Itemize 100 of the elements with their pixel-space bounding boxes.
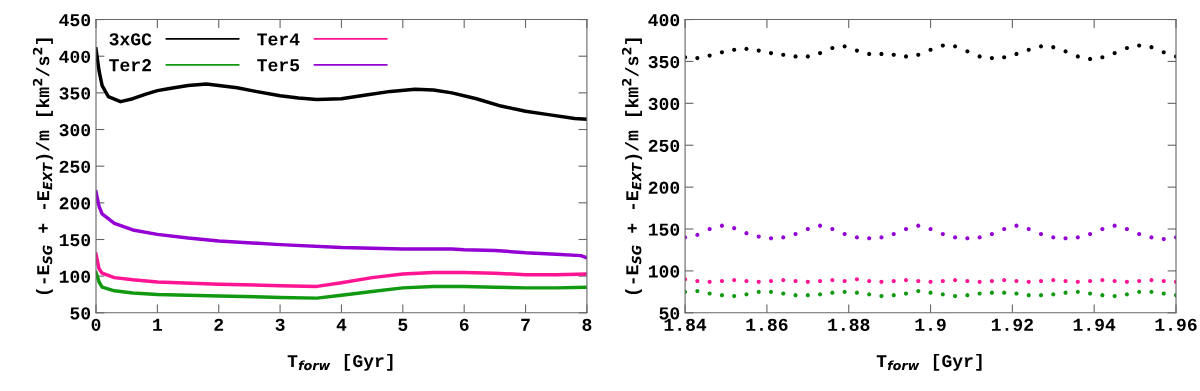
point [916,278,921,284]
point [818,292,823,297]
point [842,44,847,49]
point [879,51,884,56]
point [1137,43,1142,48]
point [781,278,786,283]
point [903,278,909,283]
x-tick-label: 3 [275,318,285,331]
point [695,278,700,284]
point [940,43,945,48]
point [1026,279,1031,284]
point [1137,278,1142,284]
point [707,226,712,232]
point [953,235,958,240]
point [1149,278,1154,283]
point [707,279,712,284]
point [867,292,872,297]
point [805,54,810,59]
y-tick-label: 150 [59,233,91,247]
point [1075,235,1080,240]
point [1088,291,1093,296]
point [830,45,835,51]
y-tick-label: 100 [648,265,680,278]
point [719,293,724,298]
x-tick-label: 2 [214,318,224,331]
point [781,291,786,296]
point [1051,45,1056,50]
point [719,223,724,228]
point [1075,279,1080,284]
point [1026,47,1031,52]
point [768,236,774,241]
point [805,226,810,232]
point [1161,278,1166,284]
point [842,289,847,294]
y-tick-label: 50 [70,307,91,320]
point [1137,289,1142,294]
x-axis-title: T$_{forw}$ [Gyr] [876,353,982,371]
y-tick-label: 300 [59,123,91,137]
x-tick-label: 1.92 [991,318,1033,331]
point [867,51,872,56]
point [1161,291,1166,296]
point [854,48,859,53]
point [965,278,970,284]
point [1038,44,1044,49]
point [1014,278,1019,284]
point [854,235,859,240]
point [928,226,933,232]
point [793,293,798,298]
point [903,291,909,296]
point [1051,235,1056,240]
point [1124,45,1129,51]
point [1149,289,1154,294]
point [940,292,945,297]
y-tick-label: 250 [648,139,680,152]
point [1051,292,1056,297]
point [1112,223,1117,228]
x-axis-title: T$_{forw}$ [Gyr] [287,353,393,371]
point [1088,56,1093,62]
x-tick-label: 1.9 [915,318,946,331]
point [1124,292,1129,297]
point [781,52,786,57]
point [1088,231,1093,237]
point [891,231,896,237]
point [916,52,921,57]
legend-label: Ter5 [257,59,300,72]
point [695,232,700,237]
point [793,278,798,284]
point [1063,236,1068,241]
x-tick-label: 1.96 [1155,318,1197,331]
point [805,279,810,284]
point [744,278,749,284]
point [818,223,823,228]
point [1038,293,1044,298]
x-tick-label: 1 [153,318,163,331]
point [732,226,737,231]
point [793,231,798,237]
point [695,288,700,294]
line-series [96,270,587,300]
text: (-E$_{SG}$ + -E$_{EXT}$)/m [km$^{2}$/s$^{2}$] [621,38,642,295]
point [916,223,921,228]
point [768,50,774,56]
point [977,279,982,284]
point [989,290,994,295]
point [1124,226,1129,232]
point [965,49,970,54]
point [842,231,847,237]
point [903,54,909,59]
point [732,293,737,299]
line-series [96,252,587,289]
point [781,235,786,240]
legend-label: Ter4 [257,33,300,46]
y-tick-label: 50 [659,307,680,320]
point [928,47,933,52]
point [818,278,823,284]
point [1100,55,1105,60]
point [756,289,761,294]
x-tick-label: 7 [521,318,530,331]
point [1026,226,1031,232]
point [756,48,761,53]
point [879,293,884,299]
